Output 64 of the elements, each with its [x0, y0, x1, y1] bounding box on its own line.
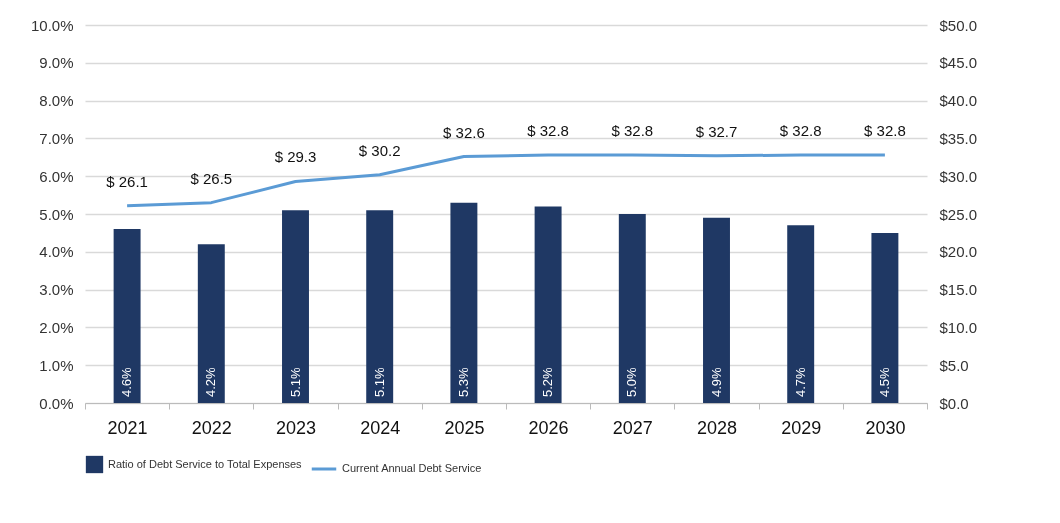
data-label: 5.0%: [624, 366, 640, 397]
bar: [534, 206, 562, 403]
data-label: $ 32.8: [779, 122, 822, 140]
y2-tick-label: $5.0: [939, 356, 969, 374]
x-tick-label: 2025: [444, 417, 485, 438]
x-tick-label: 2030: [865, 417, 906, 438]
y2-tick-label: $45.0: [939, 54, 978, 72]
bar: [787, 225, 815, 403]
data-label: 5.1%: [371, 366, 387, 397]
bar: [618, 214, 646, 403]
y-tick-label: 4.0%: [39, 243, 74, 261]
legend-label: Current Annual Debt Service: [342, 462, 482, 474]
x-tick-label: 2023: [275, 417, 317, 438]
data-label: $ 32.7: [695, 122, 738, 140]
x-tick-label: 2024: [360, 417, 401, 438]
data-label: 4.5%: [876, 366, 892, 397]
x-tick-label: 2029: [781, 417, 822, 438]
bar: [871, 232, 899, 403]
data-label: 4.2%: [203, 366, 219, 397]
y2-tick-label: $20.0: [939, 243, 978, 261]
y2-tick-label: $15.0: [939, 281, 978, 299]
y2-tick-label: $50.0: [939, 16, 978, 34]
bar: [703, 217, 730, 403]
x-tick-label: 2021: [107, 417, 148, 438]
bar: [450, 202, 478, 403]
y-tick-label: 1.0%: [39, 356, 74, 374]
data-label: $ 32.8: [864, 122, 906, 140]
data-label: $ 30.2: [358, 141, 401, 159]
y-tick-label: 3.0%: [39, 281, 74, 299]
y2-tick-label: $0.0: [939, 394, 969, 412]
bar: [113, 229, 141, 403]
data-label: 5.3%: [455, 366, 471, 397]
bar: [366, 210, 394, 403]
y-tick-label: 2.0%: [39, 318, 74, 336]
y-tick-label: 5.0%: [39, 205, 74, 223]
y-tick-label: 10.0%: [30, 16, 74, 34]
data-label: $ 26.1: [106, 172, 148, 190]
data-label: $ 26.5: [190, 169, 233, 187]
data-label: 4.7%: [792, 366, 808, 397]
data-label: 4.6%: [119, 366, 135, 397]
bar: [282, 210, 309, 403]
x-tick-label: 2026: [528, 417, 569, 438]
y-tick-label: 8.0%: [39, 92, 74, 110]
y-tick-label: 9.0%: [39, 54, 74, 72]
x-tick-label: 2022: [191, 417, 232, 438]
data-label: 5.2%: [540, 366, 556, 397]
data-label: 5.1%: [287, 366, 303, 397]
y2-tick-label: $35.0: [939, 129, 978, 147]
y2-tick-label: $25.0: [939, 205, 978, 223]
data-label: $ 29.3: [274, 148, 317, 166]
bar: [197, 244, 225, 403]
y-tick-label: 0.0%: [39, 394, 74, 412]
y-tick-label: 6.0%: [39, 167, 74, 185]
data-label: 4.9%: [708, 366, 724, 397]
data-label: $ 32.8: [611, 122, 654, 140]
y2-tick-label: $40.0: [939, 92, 978, 110]
x-tick-label: 2028: [696, 417, 738, 438]
y2-tick-label: $10.0: [939, 318, 978, 336]
y-tick-label: 7.0%: [39, 129, 74, 147]
y2-tick-label: $30.0: [939, 167, 978, 185]
data-label: $ 32.6: [443, 123, 485, 141]
x-tick-label: 2027: [612, 417, 653, 438]
data-label: $ 32.8: [527, 122, 569, 140]
legend-label: Ratio of Debt Service to Total Expenses: [108, 457, 303, 470]
